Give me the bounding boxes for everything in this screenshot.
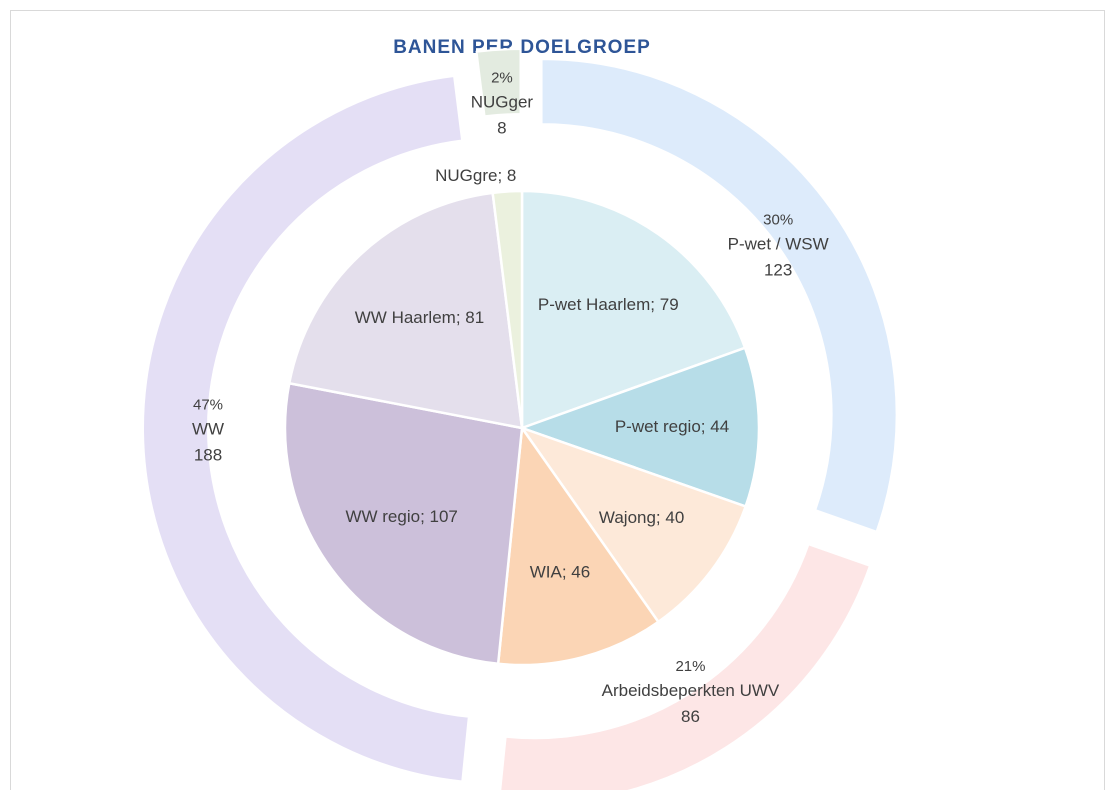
ring-label: 2% NUGger 8 — [471, 70, 534, 139]
ring-label-percent: 21% — [675, 658, 705, 675]
ring-label: 21% Arbeidsbeperkten UWV 86 — [602, 658, 780, 727]
slice-label: WIA; 46 — [530, 563, 590, 582]
ring-segment — [475, 48, 522, 118]
ring-segment — [142, 74, 470, 783]
ring-label-percent: 30% — [763, 211, 793, 228]
pie-slice — [518, 346, 761, 509]
ring-label-value: 188 — [194, 446, 222, 465]
pie-slice — [287, 191, 524, 430]
pie-slice — [496, 424, 661, 667]
ring-label-name: Arbeidsbeperkten UWV — [602, 681, 780, 700]
slice-label: P-wet Haarlem; 79 — [538, 295, 679, 314]
ring-label-name: P-wet / WSW — [728, 235, 829, 254]
ring-label-value: 8 — [497, 119, 506, 138]
ring-segment — [498, 542, 872, 795]
ring-label: 30% P-wet / WSW 123 — [728, 211, 829, 280]
ring-label: 47% WW 188 — [192, 397, 224, 466]
ring-label-percent: 47% — [193, 397, 223, 414]
slice-label: WW Haarlem; 81 — [355, 308, 484, 327]
slice-label: P-wet regio; 44 — [615, 417, 729, 436]
slice-label: NUGgre; 8 — [435, 166, 516, 185]
pie-slice — [491, 189, 524, 429]
ring-segment — [540, 58, 898, 533]
slice-label: WW regio; 107 — [345, 507, 457, 526]
chart-title: BANEN PER DOELGROEP — [393, 37, 651, 58]
ring-label-value: 123 — [764, 261, 792, 280]
slice-label: Wajong; 40 — [599, 508, 684, 527]
pie-slice — [518, 425, 748, 624]
ring-label-percent: 2% — [491, 70, 513, 87]
pie-slice — [283, 381, 524, 666]
ring-label-name: NUGger — [471, 93, 534, 112]
pie-slice — [520, 189, 747, 430]
ring-label-name: WW — [192, 420, 224, 439]
ring-label-value: 86 — [681, 707, 700, 726]
